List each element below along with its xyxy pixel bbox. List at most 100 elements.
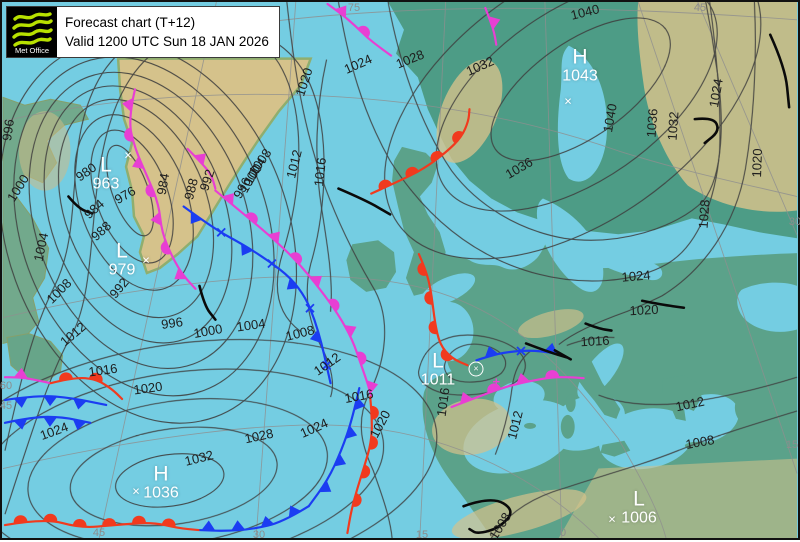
front-symbol	[417, 262, 428, 276]
front-symbol	[145, 183, 156, 198]
front-symbol	[344, 325, 357, 338]
front-symbol	[545, 370, 560, 379]
front-symbol	[484, 346, 499, 358]
front-symbol	[72, 419, 87, 431]
front-symbol	[13, 515, 28, 524]
trough-line	[640, 299, 686, 310]
warm-front	[417, 253, 469, 367]
front-symbol	[43, 416, 58, 427]
met-office-logo-text: Met Office	[14, 46, 50, 55]
italy-landmass	[560, 339, 621, 419]
corsica-island	[565, 394, 576, 412]
mediterranean-lands	[524, 339, 798, 457]
front-symbol	[378, 179, 393, 190]
greece-landmass	[662, 375, 702, 421]
front-symbol	[122, 98, 133, 112]
front-symbol	[452, 130, 464, 144]
front-symbol	[366, 380, 379, 394]
trough-line	[584, 322, 613, 332]
front-symbol	[357, 25, 370, 38]
front-symbol	[124, 127, 134, 142]
front-symbol	[43, 396, 58, 407]
ireland-landmass	[346, 240, 397, 292]
front-symbol	[440, 349, 453, 362]
trough-line	[462, 499, 512, 534]
front-symbol	[43, 513, 58, 522]
occluded-front	[3, 376, 52, 385]
front-symbol	[193, 153, 206, 166]
front-symbol	[360, 464, 371, 479]
front-symbol	[345, 425, 358, 439]
occluded-front	[186, 147, 217, 190]
trough-line	[693, 117, 719, 145]
front-symbol	[132, 156, 144, 170]
front-symbol	[222, 193, 234, 206]
front-symbol	[328, 298, 340, 312]
front-symbol	[13, 397, 28, 408]
warm-front	[49, 376, 124, 401]
front-symbol	[334, 453, 347, 467]
front-symbol	[201, 520, 216, 531]
front-symbol	[190, 211, 203, 224]
occluded-front	[450, 376, 585, 409]
front-symbol	[516, 372, 530, 385]
front-symbol	[516, 346, 526, 356]
crete-island	[684, 441, 711, 450]
front-mark: +	[493, 374, 501, 389]
turkey-landmass	[734, 391, 798, 431]
front-symbol	[309, 329, 322, 344]
front-symbol	[160, 241, 171, 255]
trough-line	[768, 33, 791, 109]
sardinia-island	[560, 414, 575, 439]
trough-line	[524, 342, 569, 359]
chart-title-line1: Forecast chart (T+12)	[65, 15, 196, 30]
front-symbol	[288, 505, 302, 518]
chart-title-line2: Valid 1200 UTC Sun 18 JAN 2026	[65, 34, 269, 49]
front-symbol	[231, 520, 246, 531]
chart-title-box: Met Office Forecast chart (T+12) Valid 1…	[6, 6, 280, 58]
occluded-front	[129, 88, 197, 290]
trough-line	[553, 349, 573, 361]
front-symbol	[150, 211, 162, 226]
front-symbol	[430, 151, 444, 163]
trough-line	[198, 284, 217, 321]
front-symbol	[405, 166, 419, 178]
sicily-island	[600, 440, 631, 457]
front-symbol	[459, 392, 473, 404]
front-symbol	[354, 396, 366, 411]
front-symbol	[487, 383, 501, 394]
front-symbol	[161, 518, 176, 528]
front-symbol	[309, 275, 322, 288]
front-symbol	[73, 398, 87, 410]
front-symbol	[88, 372, 103, 383]
front-symbol	[268, 231, 280, 244]
met-office-logo-waves	[12, 12, 53, 47]
front-symbol	[13, 367, 28, 379]
front-symbol	[371, 405, 379, 420]
front-symbol	[334, 5, 347, 18]
front-symbol	[321, 360, 332, 370]
baffin-terrain	[18, 111, 71, 191]
front-symbol	[72, 518, 87, 528]
front-symbol	[174, 267, 187, 280]
fronts-layer: +	[3, 2, 791, 535]
front-symbol	[352, 493, 362, 507]
cold-front	[198, 505, 310, 532]
front-symbol	[488, 16, 501, 30]
occluded-front	[484, 6, 498, 46]
front-symbol	[260, 516, 275, 528]
occluded-front	[214, 189, 373, 399]
chart-title-text: Forecast chart (T+12) Valid 1200 UTC Sun…	[57, 7, 279, 57]
front-symbol	[428, 320, 438, 335]
front-symbol	[286, 277, 299, 290]
greenland-landmass	[116, 57, 313, 275]
front-symbol	[319, 480, 332, 493]
met-office-logo: Met Office	[7, 7, 57, 57]
front-symbol	[132, 515, 146, 524]
front-symbol	[305, 303, 315, 313]
front-symbol	[13, 418, 28, 430]
